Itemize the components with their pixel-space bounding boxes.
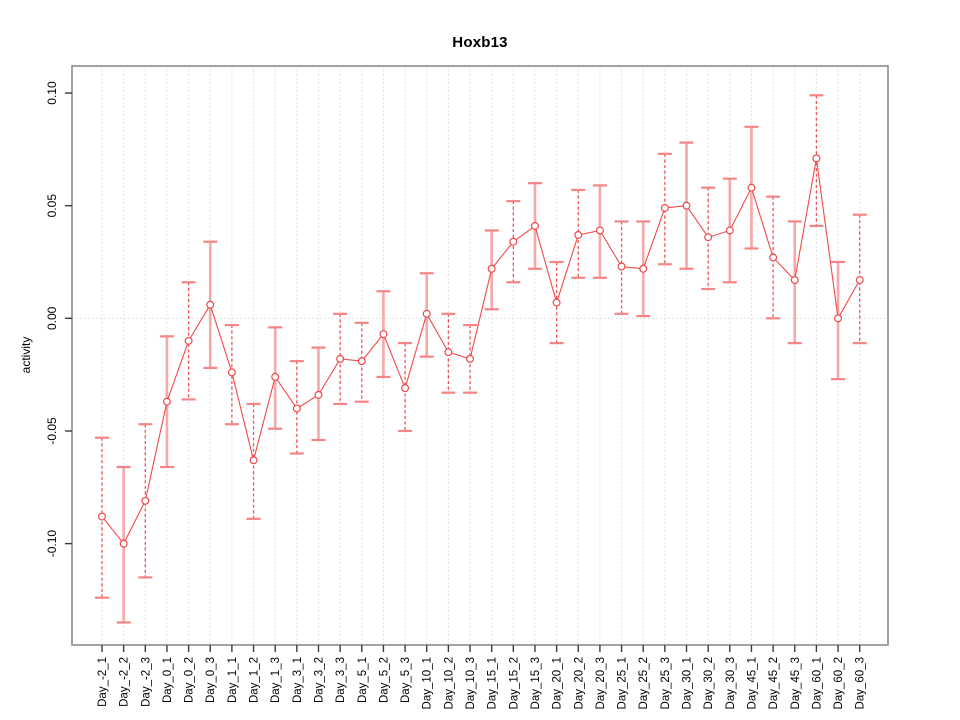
x-tick-label: Day_-2_3 <box>140 657 152 707</box>
data-point-marker <box>357 357 366 366</box>
x-tick-label: Day_-2_1 <box>97 657 109 707</box>
data-point-marker <box>552 298 561 307</box>
data-point-marker <box>292 404 301 413</box>
x-tick-label: Day_0_2 <box>184 657 196 703</box>
plot-frame <box>71 65 889 646</box>
data-point-marker <box>314 390 323 399</box>
data-point-marker <box>119 539 128 548</box>
data-point-marker <box>639 264 648 273</box>
data-point-marker <box>184 336 193 345</box>
y-tick-label: -0.05 <box>45 417 59 445</box>
data-point-marker <box>271 372 280 381</box>
data-point-marker <box>747 183 756 192</box>
x-tick-label: Day_3_3 <box>335 657 347 703</box>
x-tick-label: Day_0_1 <box>162 657 174 703</box>
y-tick-label: 0.05 <box>45 194 59 218</box>
data-point-marker <box>401 384 410 393</box>
x-tick-label: Day_15_3 <box>530 657 542 709</box>
data-point-marker <box>790 276 799 285</box>
series-line <box>101 158 861 545</box>
data-point-marker <box>617 262 626 271</box>
x-tick-label: Day_10_1 <box>422 657 434 709</box>
data-point-marker <box>595 226 604 235</box>
data-point-marker <box>812 154 821 163</box>
x-tick-label: Day_45_2 <box>768 657 780 709</box>
data-point-marker <box>834 314 843 323</box>
x-tick-label: Day_30_3 <box>725 657 737 709</box>
x-tick-label: Day_10_3 <box>465 657 477 709</box>
x-tick-label: Day_5_3 <box>400 657 412 703</box>
data-point-marker <box>682 201 691 210</box>
x-tick-label: Day_1_2 <box>249 657 261 703</box>
data-point-marker <box>141 496 150 505</box>
data-point-marker <box>704 233 713 242</box>
x-tick-label: Day_25_3 <box>660 657 672 709</box>
data-point-marker <box>855 276 864 285</box>
x-tick-label: Day_60_1 <box>811 657 823 709</box>
x-tick-label: Day_25_2 <box>638 657 650 709</box>
data-point-marker <box>379 330 388 339</box>
x-tick-label: Day_15_2 <box>508 657 520 709</box>
data-point-marker <box>97 512 106 521</box>
data-point-marker <box>660 203 669 212</box>
data-point-marker <box>530 221 539 230</box>
x-tick-label: Day_20_3 <box>595 657 607 709</box>
x-tick-label: Day_20_1 <box>552 657 564 709</box>
x-tick-label: Day_15_1 <box>487 657 499 709</box>
data-point-marker <box>249 456 258 465</box>
data-point-marker <box>444 348 453 357</box>
data-point-marker <box>466 354 475 363</box>
x-tick-label: Day_30_1 <box>682 657 694 709</box>
x-tick-label: Day_45_3 <box>790 657 802 709</box>
x-tick-label: Day_25_1 <box>617 657 629 709</box>
data-point-marker <box>162 397 171 406</box>
x-tick-label: Day_20_2 <box>573 657 585 709</box>
x-tick-label: Day_0_3 <box>205 657 217 703</box>
data-point-marker <box>574 230 583 239</box>
x-tick-label: Day_10_2 <box>443 657 455 709</box>
x-tick-label: Day_30_2 <box>703 657 715 709</box>
y-tick-label: -0.10 <box>45 530 59 558</box>
data-point-marker <box>769 253 778 262</box>
x-tick-label: Day_-2_2 <box>119 657 131 707</box>
y-tick-label: 0.10 <box>45 81 59 105</box>
y-tick-label: 0.00 <box>45 306 59 330</box>
x-tick-label: Day_1_1 <box>227 657 239 703</box>
x-tick-label: Day_3_2 <box>313 657 325 703</box>
data-point-marker <box>487 264 496 273</box>
data-point-marker <box>227 368 236 377</box>
data-point-marker <box>509 237 518 246</box>
x-tick-label: Day_45_1 <box>746 657 758 709</box>
data-point-marker <box>206 300 215 309</box>
x-tick-label: Day_3_1 <box>292 657 304 703</box>
x-tick-label: Day_1_3 <box>270 657 282 703</box>
data-point-marker <box>422 309 431 318</box>
data-point-marker <box>725 226 734 235</box>
x-tick-label: Day_5_2 <box>378 657 390 703</box>
data-point-marker <box>336 354 345 363</box>
x-tick-label: Day_5_1 <box>357 657 369 703</box>
x-tick-label: Day_60_2 <box>833 657 845 709</box>
chart-title: Hoxb13 <box>452 34 508 51</box>
x-tick-label: Day_60_3 <box>855 657 867 709</box>
